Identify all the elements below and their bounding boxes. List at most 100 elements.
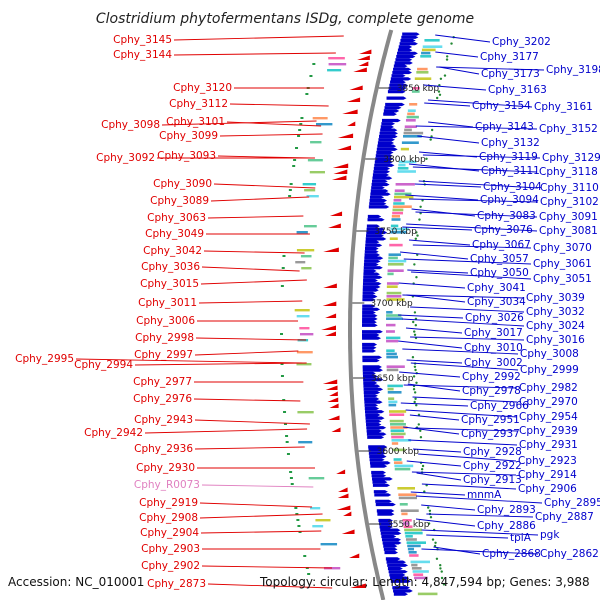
right-gene-label: Cphy_3118 [539,166,598,178]
right-gene-label: Cphy_2868 [482,548,541,560]
gc-dot [417,413,421,416]
plus-strand-cds [362,333,380,337]
minus-strand-cds [350,583,366,588]
plus-strand-cds [365,243,383,247]
cog-feature [422,45,443,48]
right-label-leader [406,223,538,232]
cog-feature [297,411,314,414]
right-label-leader [405,409,518,418]
left-gene-label: Cphy_3011 [138,297,197,309]
plus-strand-cds [369,458,385,462]
gc-dot [305,93,309,95]
cog-feature [401,141,419,144]
right-label-leader [422,154,541,159]
cog-feature [310,507,321,510]
plus-strand-cds [362,307,381,311]
gc-dot [411,356,415,359]
cog-feature [388,397,395,400]
gc-dot [288,195,292,197]
gc-dot [413,333,417,336]
left-gene-label: Cphy_3120 [173,82,232,94]
gc-dot [307,573,311,575]
plus-strand-cds [362,358,380,363]
gc-dot [437,90,441,93]
right-gene-label: Cphy_2913 [463,474,522,486]
gc-dot [430,135,433,138]
cog-feature [327,69,342,72]
minus-strand-cds [322,379,338,384]
plus-strand-cds [369,202,387,206]
right-label-leader [421,529,539,536]
plus-strand-cds [388,86,407,91]
left-gene-label: Cphy_3101 [166,116,225,128]
cog-feature [405,119,416,122]
accession-text: Accession: NC_010001 [8,575,144,589]
right-gene-label: Cphy_3034 [467,296,526,308]
plus-strand-cds [374,163,395,167]
gc-dot [418,218,421,221]
cog-feature [393,458,402,461]
cog-feature [300,255,312,258]
left-gene-label: Cphy_3144 [113,49,172,61]
gc-dot [413,400,416,404]
gc-dot [413,330,416,333]
plus-strand-cds [392,586,411,590]
plus-strand-cds [370,464,388,468]
gc-dot [282,399,286,401]
right-label-leader [398,282,466,289]
plus-strand-cds [381,118,401,123]
cog-feature [387,387,394,391]
cog-feature [414,77,432,80]
cog-feature [409,103,418,106]
right-label-leader [427,99,533,108]
cog-feature [421,48,436,52]
plus-strand-cds [368,205,390,209]
right-label-leader [416,495,543,504]
left-gene-label: Cphy_2919 [139,497,198,509]
cog-feature [296,249,315,252]
minus-strand-cds [329,391,338,396]
plus-strand-cds [365,416,385,420]
right-gene-label: Cphy_3081 [539,225,598,237]
cog-feature [390,224,399,228]
plus-strand-cds [364,397,380,401]
cog-feature [411,563,418,567]
gc-dot [435,96,439,100]
minus-strand-cds [346,97,361,102]
plus-strand-cds [363,266,383,270]
right-gene-label: Cphy_3026 [465,312,524,324]
cog-feature [414,576,428,580]
gc-dot [283,411,287,413]
cog-feature [386,295,402,298]
plus-strand-cds [362,320,377,324]
cog-feature [328,57,345,60]
plus-strand-cds [390,80,406,84]
cog-feature [312,525,324,528]
right-label-leader [435,51,479,58]
cog-feature [416,71,429,74]
plus-strand-cds [364,259,381,263]
plus-strand-cds [362,330,383,334]
right-gene-label: pgk [540,529,560,541]
left-label-leader [195,337,307,341]
gc-dot [288,189,292,191]
right-label-leader [418,180,539,189]
minus-strand-cds [332,163,349,168]
gc-dot [280,375,284,377]
minus-strand-cds [341,529,355,534]
right-gene-label: Cphy_2893 [477,504,536,516]
right-label-leader [409,198,539,203]
plus-strand-cds [384,550,399,555]
right-label-leader [406,460,462,467]
right-label-leader [409,414,460,421]
plus-strand-cds [369,198,388,203]
plus-strand-cds [362,298,376,302]
left-gene-label: Cphy_2995 [15,353,74,365]
plus-strand-cds [364,400,383,404]
cog-feature [420,55,432,58]
plus-strand-cds [368,445,388,449]
right-gene-label: Cphy_3198 [546,64,600,76]
plus-strand-cds [376,147,398,151]
left-label-leader [194,446,305,450]
